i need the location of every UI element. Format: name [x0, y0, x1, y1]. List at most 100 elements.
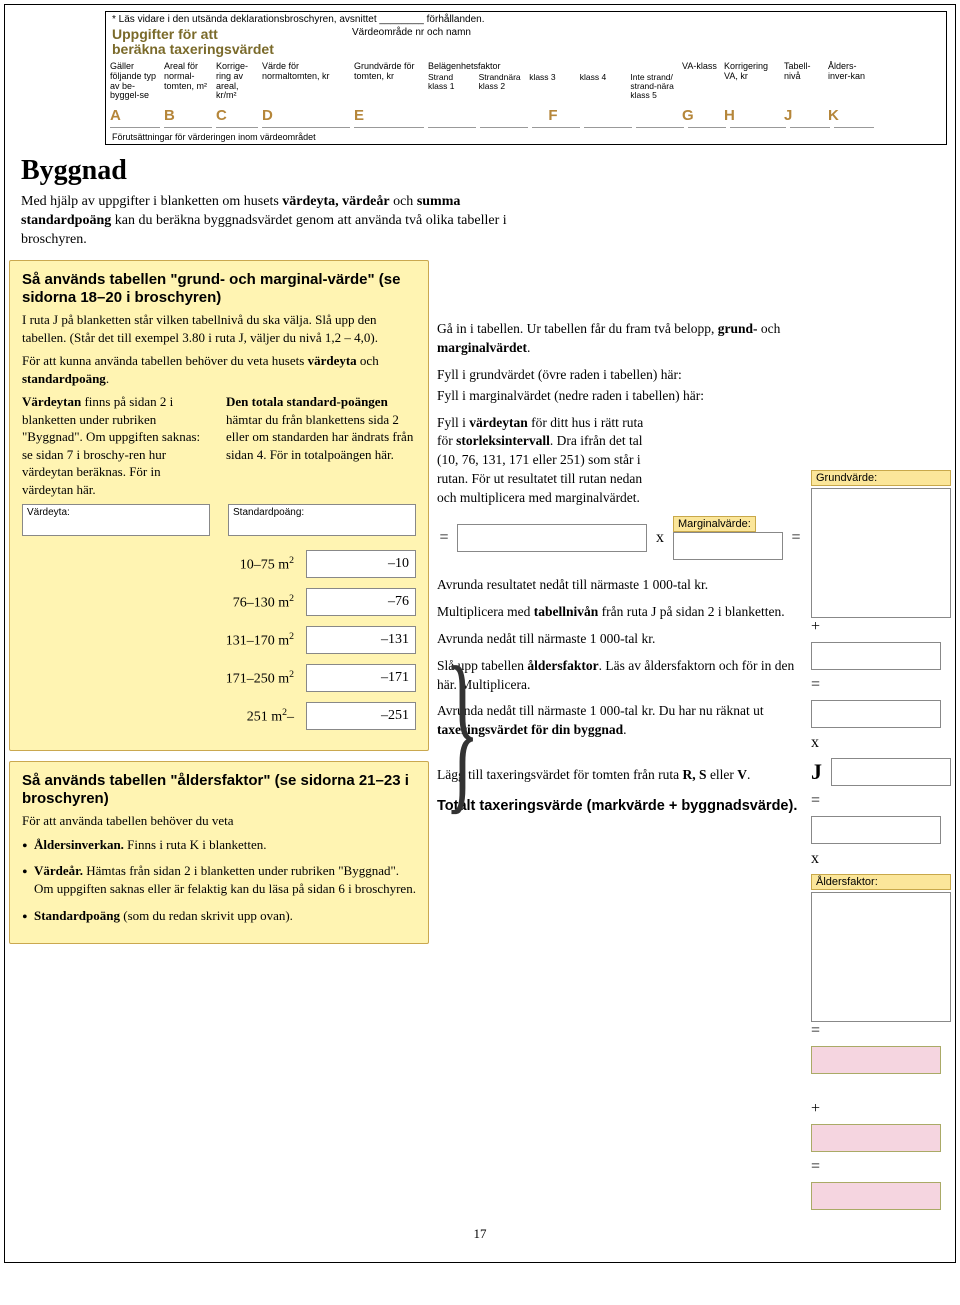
- size-row-0: 10–75 m2 –10: [22, 550, 416, 578]
- grund-label: Grundvärde:: [811, 470, 951, 486]
- letter-f: F: [428, 107, 678, 124]
- col-g: VA-klass: [682, 62, 720, 102]
- size-box-2[interactable]: –131: [306, 626, 416, 654]
- box1-right-p: Den totala standard-poängen hämtar du fr…: [226, 393, 416, 498]
- col-k: Ålders-inver-kan: [828, 62, 868, 102]
- letter-g: G: [682, 107, 720, 124]
- letter-b: B: [164, 107, 212, 124]
- vardeomrade-label: Värdeområde nr och namn: [352, 27, 471, 38]
- box1-p1: I ruta J på blanketten står vilken tabel…: [22, 311, 416, 346]
- size-row-4: 251 m2– –251: [22, 702, 416, 730]
- grund-field[interactable]: [811, 488, 951, 618]
- top-title-l1: Uppgifter för att: [112, 26, 218, 42]
- letter-row: A B C D E F G H J K: [106, 103, 946, 126]
- pink-field-1[interactable]: [811, 1046, 941, 1074]
- alders-label: Åldersfaktor:: [811, 874, 951, 890]
- top-title: Uppgifter för att beräkna taxeringsvärde…: [112, 27, 312, 58]
- size-box-3[interactable]: –171: [306, 664, 416, 692]
- sub-k5: Inte strand/ strand-näraklass 5: [630, 73, 678, 101]
- j-field[interactable]: [831, 758, 951, 786]
- pink-field-2[interactable]: [811, 1124, 941, 1152]
- col-b: Areal för normal-tomten, m²: [164, 62, 212, 102]
- size-row-3: 171–250 m2 –171: [22, 664, 416, 692]
- vardeyta-input[interactable]: Värdeyta:: [22, 504, 210, 536]
- section-title: Byggnad: [21, 155, 939, 187]
- letter-e: E: [354, 107, 424, 124]
- grund-stack: Grundvärde:: [811, 470, 951, 618]
- box2-item-0: Åldersinverkan. Finns i ruta K i blanket…: [22, 836, 416, 854]
- page-number: 17: [5, 1226, 955, 1242]
- op-x2: x: [811, 850, 825, 868]
- size-label-3: 171–250 m2: [22, 669, 294, 688]
- box2-item-2: Standardpoäng (som du redan skrivit upp …: [22, 907, 416, 925]
- sub-k3: klass 3: [529, 73, 577, 101]
- op-eq4: =: [811, 1158, 825, 1176]
- sub-strand: Strandklass 1: [428, 73, 476, 101]
- input-pair: Värdeyta: Standardpoäng:: [22, 504, 416, 536]
- content-wrap: Så används tabellen "grund- och marginal…: [9, 260, 951, 1216]
- col-h: Korrigering VA, kr: [724, 62, 780, 102]
- col-e: Grundvärde för tomten, kr: [354, 62, 424, 102]
- col-f: Belägenhetsfaktor Strandklass 1 Strandnä…: [428, 62, 678, 102]
- marginal-label: Marginalvärde:: [673, 516, 756, 532]
- box1-left-p: Värdeytan finns på sidan 2 i blanketten …: [22, 393, 212, 498]
- size-rows: 10–75 m2 –10 76–130 m2 –76 131–170 m2 –1…: [22, 550, 416, 730]
- subcols: Strandklass 1 Strandnäraklass 2 klass 3 …: [428, 73, 678, 101]
- col-headers: Gäller följande typ av be-byggel-se Area…: [106, 62, 946, 104]
- op-eq-main: =: [437, 529, 451, 547]
- belagen-title: Belägenhetsfaktor: [428, 62, 678, 72]
- letter-a: A: [110, 107, 160, 124]
- size-label-2: 131–170 m2: [22, 631, 294, 650]
- box-aldersfaktor: Så används tabellen "åldersfaktor" (se s…: [9, 761, 429, 943]
- box2-p1: För att använda tabellen behöver du veta: [22, 812, 416, 830]
- letter-j: J: [784, 107, 824, 124]
- box1-title: Så används tabellen "grund- och marginal…: [22, 271, 416, 307]
- pink-field-3[interactable]: [811, 1182, 941, 1210]
- letter-h: H: [724, 107, 780, 124]
- op-eq3: =: [811, 1022, 825, 1040]
- op-eq2: =: [811, 792, 825, 810]
- size-box-1[interactable]: –76: [306, 588, 416, 616]
- top-form-box: * Läs vidare i den utsända deklarationsb…: [105, 11, 947, 145]
- page-container: * Läs vidare i den utsända deklarationsb…: [4, 4, 956, 1263]
- alders-stack: Åldersfaktor:: [811, 874, 951, 1022]
- op-eq1: =: [811, 676, 825, 694]
- j-label: J: [811, 759, 827, 785]
- stdpoang-input[interactable]: Standardpoäng:: [228, 504, 416, 536]
- calc-field-1[interactable]: [811, 642, 941, 670]
- box2-title: Så används tabellen "åldersfaktor" (se s…: [22, 772, 416, 808]
- calc-field-2[interactable]: [811, 700, 941, 728]
- col-c: Korrige-ring av areal, kr/m²: [216, 62, 258, 102]
- col-j: Tabell-nivå: [784, 62, 824, 102]
- letter-d: D: [262, 107, 350, 124]
- size-row-1: 76–130 m2 –76: [22, 588, 416, 616]
- box2-item-1: Värdeår. Hämtas från sidan 2 i blankette…: [22, 862, 416, 898]
- op-x1: x: [811, 734, 825, 752]
- box1-two-col: Värdeytan finns på sidan 2 i blanketten …: [22, 393, 416, 498]
- op-plus2: +: [811, 1100, 825, 1118]
- op-x-main: x: [653, 529, 667, 547]
- marginal-field[interactable]: [673, 532, 783, 560]
- top-header-row: Uppgifter för att beräkna taxeringsvärde…: [106, 27, 946, 62]
- op-eq-main2: =: [789, 529, 803, 547]
- result-field[interactable]: [457, 524, 647, 552]
- size-box-4[interactable]: –251: [306, 702, 416, 730]
- top-note: * Läs vidare i den utsända deklarationsb…: [106, 12, 946, 27]
- brace-icon: }: [445, 640, 480, 820]
- right-p4: Fyll i värdeytan för ditt hus i rätt rut…: [437, 414, 647, 508]
- col-a: Gäller följande typ av be-byggel-se: [110, 62, 160, 102]
- alders-field[interactable]: [811, 892, 951, 1022]
- top-title-l2: beräkna taxeringsvärdet: [112, 41, 274, 57]
- right-main: Grundvärde: + = x J = x Åldersfaktor:: [437, 320, 951, 1216]
- left-column: Så används tabellen "grund- och marginal…: [9, 260, 429, 954]
- letter-c: C: [216, 107, 258, 124]
- marginal-wrap: Marginalvärde:: [673, 516, 783, 560]
- sub-k4: klass 4: [580, 73, 628, 101]
- size-box-0[interactable]: –10: [306, 550, 416, 578]
- calc-stack: Grundvärde: + = x J = x Åldersfaktor:: [811, 320, 951, 1216]
- letter-k: K: [828, 107, 868, 124]
- size-label-4: 251 m2–: [22, 707, 294, 726]
- calc-field-3[interactable]: [811, 816, 941, 844]
- right-column: } Grundvärde: + = x J =: [437, 260, 951, 1216]
- box2-list: Åldersinverkan. Finns i ruta K i blanket…: [22, 836, 416, 925]
